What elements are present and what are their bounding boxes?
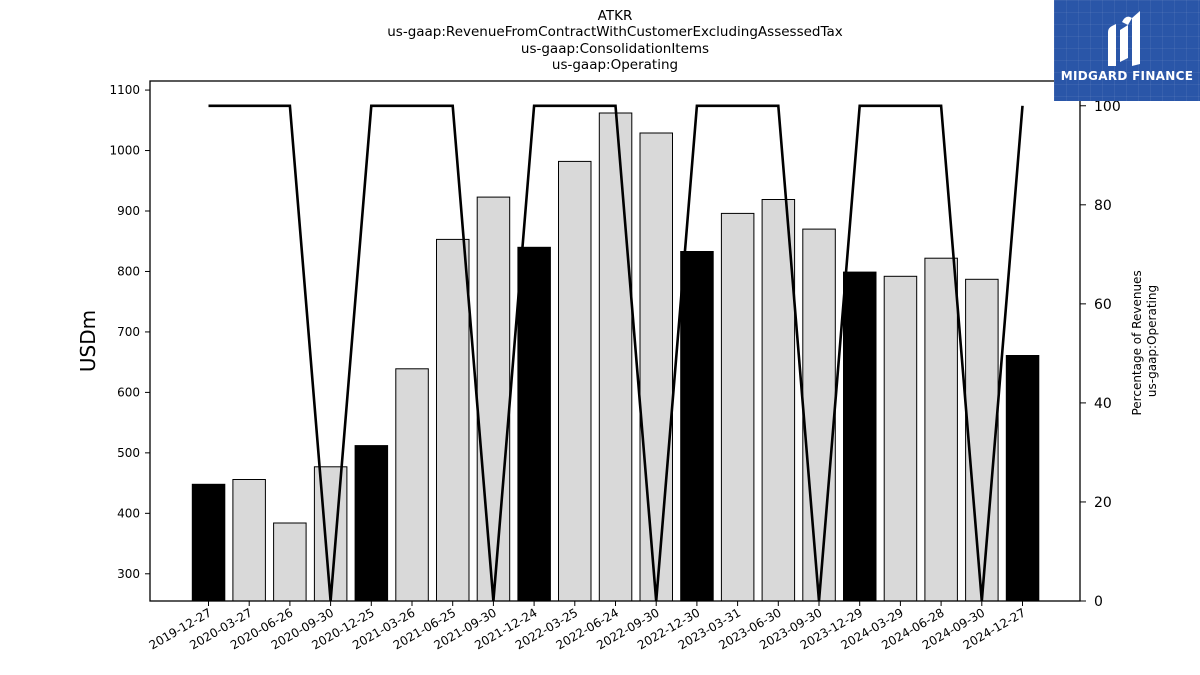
chart-bar [883, 275, 918, 602]
y-axis-label: USDm [76, 310, 100, 372]
chart-bar [802, 228, 836, 602]
chart-bar [273, 522, 307, 602]
chart-bar [965, 278, 999, 602]
logo-mark-icon [1108, 11, 1140, 66]
chart-bar [313, 466, 348, 602]
line-layer [208, 104, 1024, 602]
bars-layer [191, 112, 1040, 602]
secondary-y-tick-label: 60 [1094, 297, 1112, 313]
chart-title-line: us-gaap:ConsolidationItems [520, 40, 710, 57]
chart-bar [924, 257, 958, 602]
chart-bar [1005, 355, 1040, 602]
chart-bar [639, 132, 673, 602]
y-tick-label: 600 [117, 385, 140, 399]
y-tick-label: 400 [117, 506, 140, 520]
y-tick-label: 900 [117, 204, 140, 218]
secondary-y-tick-label: 40 [1094, 396, 1112, 412]
chart-title-line: ATKR [597, 8, 633, 24]
y-tick-label: 1000 [109, 144, 140, 158]
secondary-axis-label: Percentage of Revenues us-gaap:Operating [1130, 266, 1159, 415]
chart-bar [191, 483, 226, 602]
series-line [208, 104, 1024, 602]
chart-title: ATKR us-gaap:RevenueFromContractWithCust… [150, 8, 1080, 73]
chart-bar [680, 251, 714, 602]
chart-bar [558, 160, 592, 602]
secondary-axis-label-line: us-gaap:Operating [1145, 285, 1159, 397]
secondary-y-tick-label: 0 [1094, 594, 1103, 610]
chart-bar [476, 196, 511, 602]
secondary-axis-label-line: Percentage of Revenues [1130, 270, 1144, 415]
y-tick-label: 1100 [109, 83, 140, 97]
chart-title-line: us-gaap:Operating [551, 56, 679, 73]
chart-bar [720, 212, 755, 602]
chart-bar [436, 238, 470, 602]
chart-bar [354, 445, 389, 602]
chart-bar [843, 271, 877, 602]
midgard-finance-logo: MIDGARD FINANCE [1054, 0, 1200, 101]
chart-bar [517, 246, 551, 602]
y-tick-label: 500 [117, 446, 140, 460]
y-tick-label: 800 [117, 264, 140, 278]
secondary-y-tick-label: 20 [1094, 495, 1112, 511]
y-tick-label: 700 [117, 325, 140, 339]
chart-bar [598, 112, 633, 602]
chart-bar [395, 368, 429, 602]
y-tick-label: 300 [117, 567, 140, 581]
chart-bar [761, 199, 796, 602]
chart-bar [232, 479, 266, 602]
secondary-y-tick-label: 80 [1094, 198, 1112, 214]
secondary-y-tick-label: 100 [1094, 99, 1121, 115]
logo-text: MIDGARD FINANCE [1060, 69, 1194, 83]
chart-title-line: us-gaap:RevenueFromContractWithCustomerE… [387, 24, 843, 41]
